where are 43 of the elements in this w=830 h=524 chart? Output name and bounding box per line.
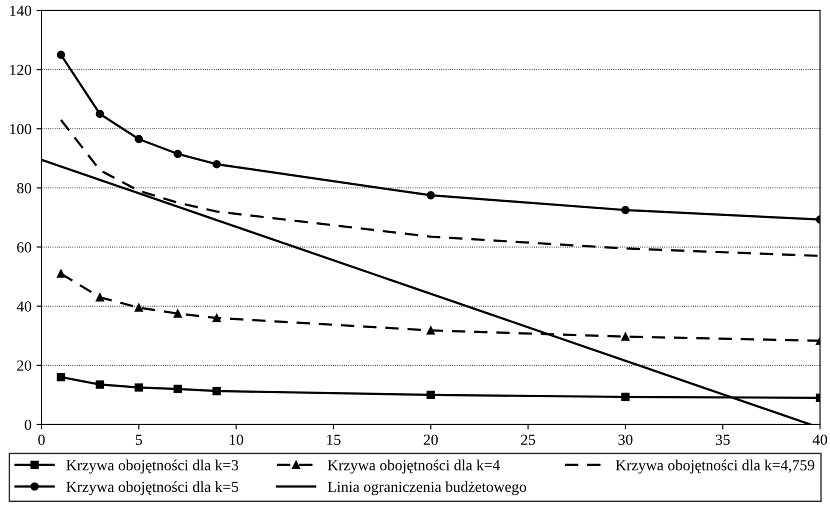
point	[212, 314, 221, 322]
x-tick-label: 20	[424, 434, 438, 445]
point	[96, 110, 104, 118]
point	[426, 191, 435, 200]
legend-label: Krzywa obojętności dla k=4	[328, 460, 500, 474]
y-tick-label: 20	[17, 360, 32, 371]
point	[134, 383, 143, 392]
point	[56, 372, 66, 382]
point	[426, 326, 435, 335]
x-tick-label: 0	[38, 434, 45, 445]
legend-label: Krzywa obojętności dla k=4,759	[616, 460, 814, 474]
point	[174, 384, 182, 394]
point	[174, 150, 182, 158]
y-tick-label: 40	[16, 301, 32, 312]
point	[212, 160, 221, 168]
legend-label: Krzywa obojętności dla k=3	[66, 460, 238, 474]
point	[621, 206, 630, 214]
x-tick-label: 10	[230, 434, 244, 445]
y-tick-label: 120	[10, 64, 32, 76]
point	[56, 269, 66, 278]
x-tick-label: 40	[812, 434, 828, 445]
y-tick-label: 140	[10, 6, 32, 16]
point	[621, 392, 630, 402]
legend-label: Linia ograniczenia budżetowego	[328, 481, 526, 496]
x-tick-label: 25	[521, 434, 536, 445]
x-tick-label: 15	[327, 434, 340, 445]
y-tick-label: 60	[17, 242, 32, 252]
point	[212, 386, 221, 396]
point	[174, 309, 182, 318]
y-tick-label: 100	[10, 124, 32, 134]
point	[96, 293, 104, 302]
point	[134, 303, 143, 312]
x-tick-label: 30	[618, 434, 632, 445]
legend-label: Krzywa obojętności dla k=5	[66, 481, 238, 496]
x-tick-label: 5	[136, 434, 142, 445]
y-tick-label: 0	[24, 420, 32, 430]
x-tick-label: 35	[716, 434, 730, 445]
y-tick-label: 80	[17, 183, 32, 194]
point	[621, 332, 630, 341]
point	[56, 50, 66, 59]
point	[96, 380, 104, 389]
point	[134, 134, 143, 144]
point	[426, 390, 435, 400]
